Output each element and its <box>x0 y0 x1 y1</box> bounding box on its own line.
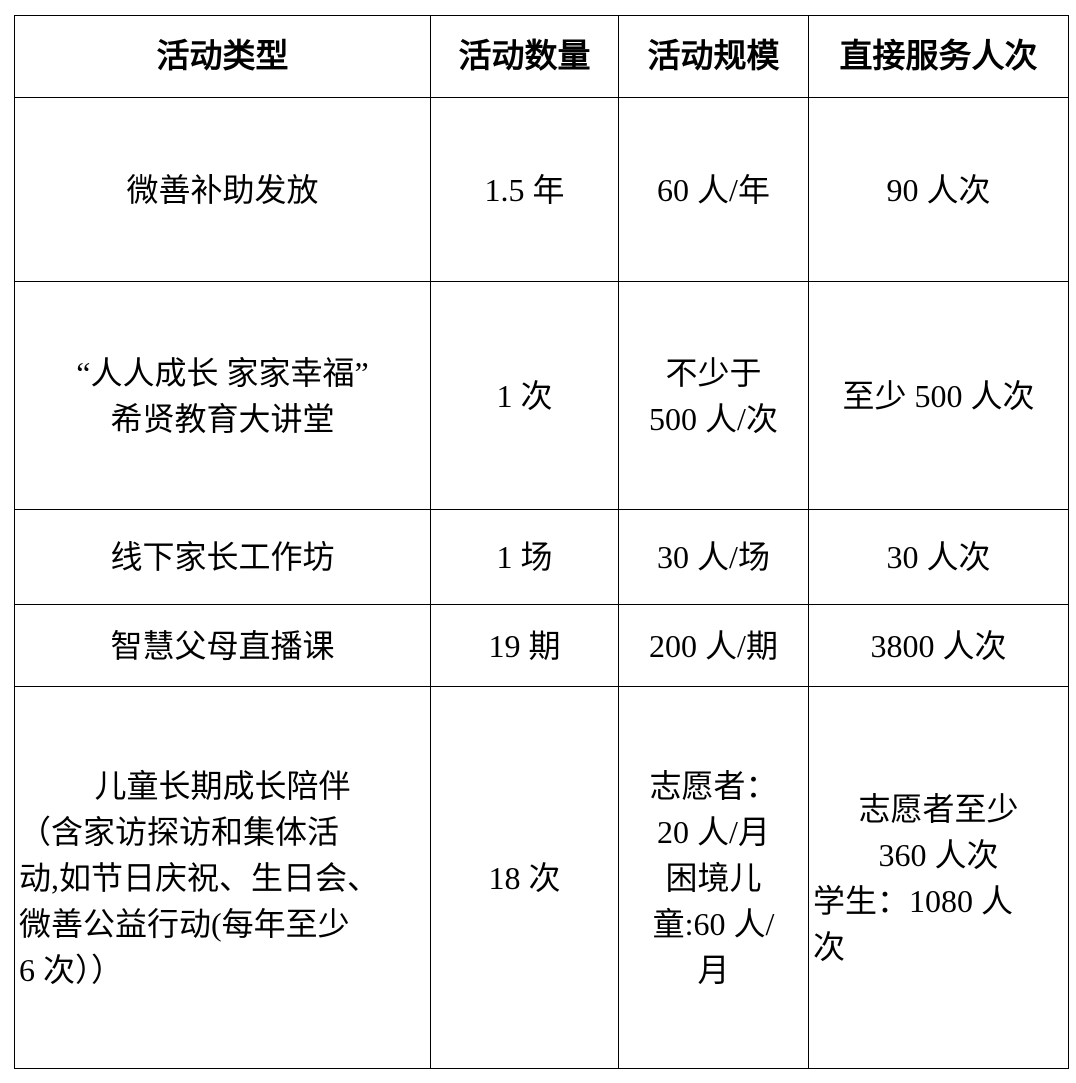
cell-served: 30 人次 <box>808 509 1069 605</box>
cell-count: 1 次 <box>430 281 619 510</box>
cell-count: 18 次 <box>430 686 619 1069</box>
cell-type: 儿童长期成长陪伴 （含家访探访和集体活动,如节日庆祝、生日会、 微善公益行动(每年至… <box>14 686 431 1069</box>
cell-count: 1 场 <box>430 509 619 605</box>
cell-text: 月 <box>697 951 730 988</box>
cell-type: 智慧父母直播课 <box>14 604 431 687</box>
cell-text: 3800 人次 <box>870 627 1007 664</box>
cell-text: 1 场 <box>496 539 553 575</box>
cell-type: 线下家长工作坊 <box>14 509 431 605</box>
table-row: 微善补助发放 1.5 年 60 人/年 90 人次 <box>14 97 1069 282</box>
cell-text: 困境儿 <box>665 859 762 896</box>
cell-text: 1 次 <box>496 377 553 414</box>
activity-table: 活动类型 活动数量 活动规模 直接服务人次 微善补助发放 1.5 年 60 人/年 9… <box>14 15 1069 1069</box>
cell-text: 200 人/期 <box>649 627 778 664</box>
cell-text: 志愿者： <box>649 767 778 804</box>
cell-text: 18 次 <box>488 859 561 896</box>
header-activity-scale: 活动规模 <box>618 15 809 98</box>
cell-text: 30 人/场 <box>657 539 770 575</box>
cell-text: 动,如节日庆祝、生日会、 <box>19 859 380 896</box>
cell-text: 6 次）） <box>19 951 124 988</box>
cell-text: 360 人次 <box>878 836 999 873</box>
cell-scale: 志愿者： 20 人/月 困境儿童:60 人/月 <box>618 686 809 1069</box>
cell-text: 90 人次 <box>886 171 991 208</box>
cell-text: 线下家长工作坊 <box>110 539 335 575</box>
cell-served: 90 人次 <box>808 97 1069 282</box>
cell-type: 微善补助发放 <box>14 97 431 282</box>
cell-text: 1.5 年 <box>484 171 565 208</box>
cell-text: 智慧父母直播课 <box>110 627 335 664</box>
cell-text: 500 人/次 <box>649 400 778 437</box>
cell-text: 60 人/年 <box>657 171 770 208</box>
cell-text: 微善公益行动(每年至少 <box>19 905 350 942</box>
cell-text: 希贤教育大讲堂 <box>110 400 335 437</box>
cell-scale: 30 人/场 <box>618 509 809 605</box>
cell-text: 志愿者至少 <box>858 790 1019 827</box>
cell-scale: 不少于 500 人/次 <box>618 281 809 510</box>
cell-type: “人人成长 家家幸福” 希贤教育大讲堂 <box>14 281 431 510</box>
cell-text: 微善补助发放 <box>126 171 319 208</box>
cell-text: 不少于 <box>665 354 762 391</box>
cell-text: 次 <box>813 928 846 965</box>
cell-count: 1.5 年 <box>430 97 619 282</box>
cell-text: 30 人次 <box>886 539 991 575</box>
cell-text: 至少 500 人次 <box>842 377 1035 414</box>
cell-text: 20 人/月 <box>657 813 770 850</box>
cell-text: 童:60 人/ <box>652 905 775 942</box>
cell-scale: 200 人/期 <box>618 604 809 687</box>
cell-served: 至少 500 人次 <box>808 281 1069 510</box>
header-activity-type: 活动类型 <box>14 15 431 98</box>
header-served: 直接服务人次 <box>808 15 1069 98</box>
cell-text: 19 期 <box>488 627 561 664</box>
cell-served: 3800 人次 <box>808 604 1069 687</box>
table-row: “人人成长 家家幸福” 希贤教育大讲堂 1 次 不少于 500 人/次 至少 500 人次 <box>14 281 1069 510</box>
table-row: 儿童长期成长陪伴 （含家访探访和集体活动,如节日庆祝、生日会、 微善公益行动(每年至… <box>14 686 1069 1069</box>
cell-text: 学生：1080 人 <box>813 882 1014 919</box>
cell-count: 19 期 <box>430 604 619 687</box>
cell-served: 志愿者至少 360 人次学生：1080 人次 <box>808 686 1069 1069</box>
cell-text: （含家访探访和集体活 <box>19 813 340 850</box>
cell-text: “人人成长 家家幸福” <box>76 354 369 391</box>
table-row: 智慧父母直播课 19 期 200 人/期 3800 人次 <box>14 604 1069 687</box>
cell-text: 儿童长期成长陪伴 <box>94 767 351 804</box>
cell-scale: 60 人/年 <box>618 97 809 282</box>
header-activity-count: 活动数量 <box>430 15 619 98</box>
header-row: 活动类型 活动数量 活动规模 直接服务人次 <box>14 15 1069 98</box>
table-row: 线下家长工作坊 1 场 30 人/场 30 人次 <box>14 509 1069 605</box>
